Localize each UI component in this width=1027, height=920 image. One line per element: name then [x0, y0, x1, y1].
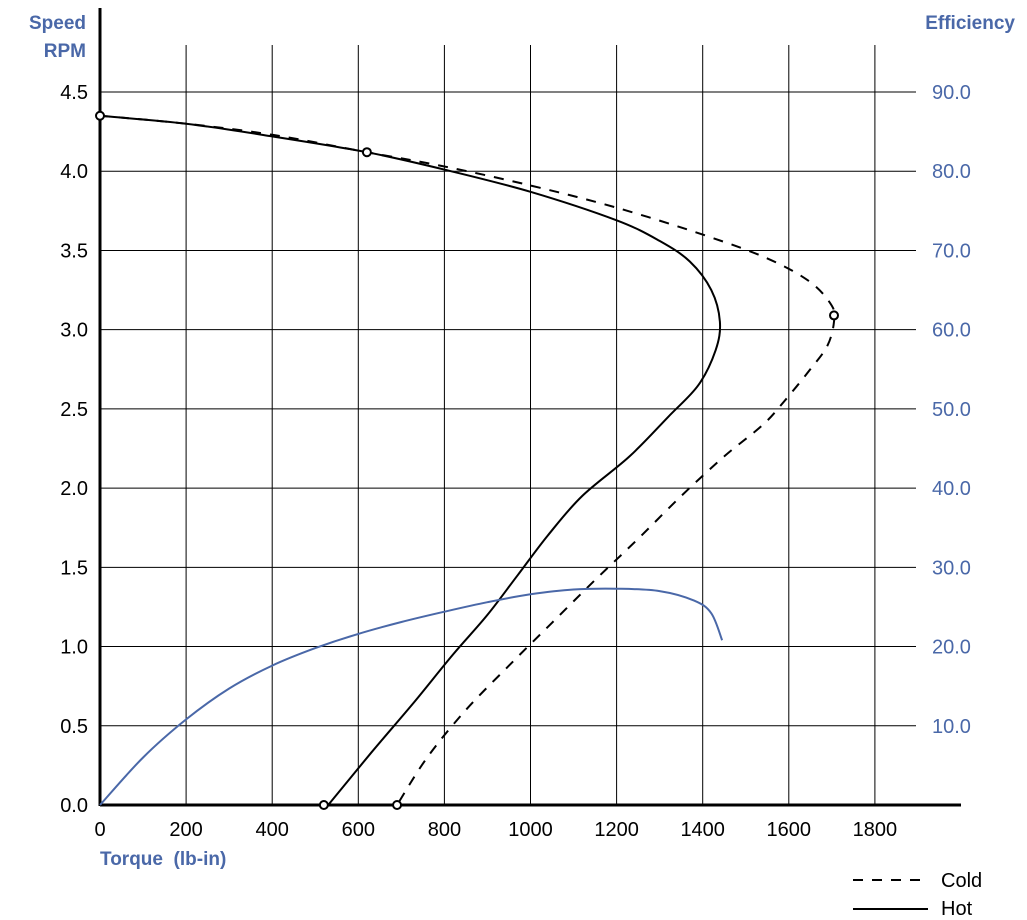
- x-tick-label: 1200: [594, 819, 639, 841]
- x-tick-label: 1000: [508, 819, 553, 841]
- right-tick-label: 60.0: [932, 320, 971, 342]
- left-tick-label: 0.0: [60, 795, 88, 817]
- x-tick-label: 1600: [767, 819, 812, 841]
- curve-marker: [392, 800, 403, 810]
- curve-marker: [95, 110, 105, 121]
- right-tick-label: 20.0: [932, 637, 971, 659]
- speed-hot-line: [99, 114, 722, 806]
- x-tick-label: 400: [256, 819, 289, 841]
- x-tick-label: 1800: [853, 819, 898, 841]
- x-tick-labels: 0 200 400 600 800 1000 1200 1400 1600 1800: [94, 819, 897, 841]
- left-tick-label: 4.5: [60, 82, 88, 104]
- right-tick-label: 90.0: [932, 82, 971, 104]
- left-tick-label: 2.0: [60, 478, 88, 500]
- left-tick-label: 3.5: [60, 240, 88, 262]
- legend-cold-label: Cold: [941, 870, 982, 892]
- right-tick-label: 80.0: [932, 161, 971, 183]
- left-tick-label: 0.5: [60, 716, 88, 738]
- curve-marker: [829, 310, 840, 321]
- curve-marker: [318, 800, 329, 810]
- legend: Cold Hot: [853, 870, 982, 920]
- efficiency-line: [99, 587, 724, 806]
- left-tick-label: 2.5: [60, 399, 88, 421]
- right-tick-label: 50.0: [932, 399, 971, 421]
- x-tick-label: 1400: [680, 819, 725, 841]
- left-tick-label: 1.0: [60, 637, 88, 659]
- axes: [98, 8, 961, 807]
- right-tick-labels: 10.0 20.0 30.0 40.0 50.0 60.0 70.0 80.0 90.0: [932, 82, 971, 738]
- right-tick-label: 30.0: [932, 557, 971, 579]
- left-tick-label: 4.0: [60, 161, 88, 183]
- speed-cold-line: [99, 114, 836, 806]
- left-tick-label: 1.5: [60, 557, 88, 579]
- right-tick-label: 40.0: [932, 478, 971, 500]
- curve-marker: [361, 147, 372, 158]
- x-tick-label: 200: [169, 819, 202, 841]
- right-tick-label: 70.0: [932, 240, 971, 262]
- x-axis-title: Torque (lb-in): [100, 849, 226, 870]
- x-tick-label: 800: [428, 819, 461, 841]
- left-tick-labels: 0.0 0.5 1.0 1.5 2.0 2.5 3.0 3.5 4.0 4.5: [60, 82, 88, 817]
- left-axis-title-line1: Speed: [29, 13, 86, 34]
- markers-layer: [95, 110, 840, 810]
- left-axis-title-line2: RPM: [44, 41, 86, 62]
- grid: [100, 45, 916, 805]
- x-tick-label: 0: [94, 819, 105, 841]
- right-tick-label: 10.0: [932, 716, 971, 738]
- x-tick-label: 600: [342, 819, 375, 841]
- right-axis-title: Efficiency: [925, 13, 1015, 34]
- legend-hot-label: Hot: [941, 898, 973, 920]
- left-tick-label: 3.0: [60, 320, 88, 342]
- series-layer: [99, 114, 836, 806]
